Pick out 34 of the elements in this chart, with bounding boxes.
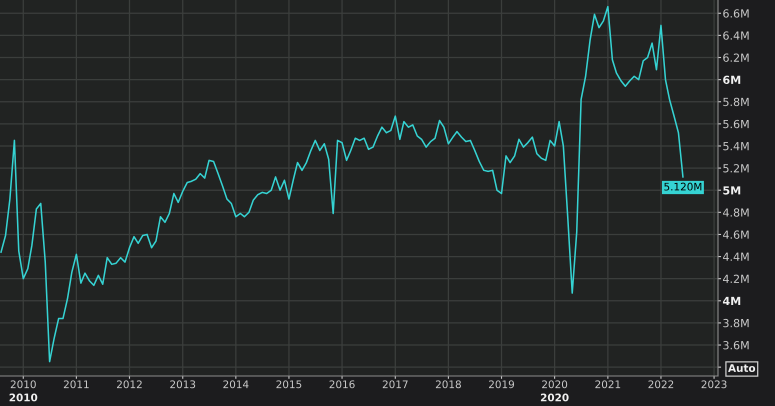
- y-tick-label: 5.8M: [723, 98, 749, 106]
- x-tick-label: 2014: [223, 380, 249, 388]
- y-tick-label: 3.6M: [723, 341, 749, 350]
- y-tick-label: 3.8M: [723, 318, 749, 328]
- y-tick-label: 6M: [723, 76, 740, 84]
- y-tick-label: 4.6M: [722, 230, 749, 239]
- x-tick-label: 2022: [648, 380, 674, 388]
- text: Auto: [728, 364, 756, 372]
- y-tick-label: 6.2M: [723, 53, 749, 62]
- y-tick-label: 5M: [723, 186, 740, 195]
- y-tick-label: 4.8M: [722, 208, 749, 217]
- y-tick-label: 5.2M: [723, 164, 749, 172]
- y-tick-label: 6.6M: [723, 9, 749, 18]
- annotation: 5.120M: [664, 182, 702, 191]
- x-tick-label: 2015: [276, 380, 302, 388]
- x-tick-label: 2016: [330, 380, 355, 388]
- y-tick-label: 5.4M: [723, 142, 749, 150]
- x-tick-label: 2010: [10, 380, 36, 388]
- x-tick-label: 2021: [595, 380, 620, 388]
- x-tick-label: 2023: [702, 380, 726, 388]
- x-tick-label: 2018: [436, 380, 461, 388]
- x-tick-label: 2020: [542, 380, 568, 388]
- x2-tick-label: 2010: [10, 394, 38, 402]
- y-tick-label: 6.4M: [723, 31, 749, 40]
- y-tick-label: 5.6M: [723, 120, 749, 128]
- x-tick-label: 2012: [116, 380, 142, 388]
- x2-tick-label: 2020: [540, 394, 569, 402]
- x-tick-label: 2019: [489, 380, 514, 388]
- y-tick-label: 4.4M: [722, 252, 749, 261]
- y-tick-label: 4.2M: [722, 274, 749, 283]
- y-tick-label: 4M: [722, 296, 740, 306]
- x-tick-label: 2011: [64, 380, 89, 388]
- x-tick-label: 2017: [382, 380, 408, 388]
- x-tick-label: 2013: [170, 380, 196, 388]
